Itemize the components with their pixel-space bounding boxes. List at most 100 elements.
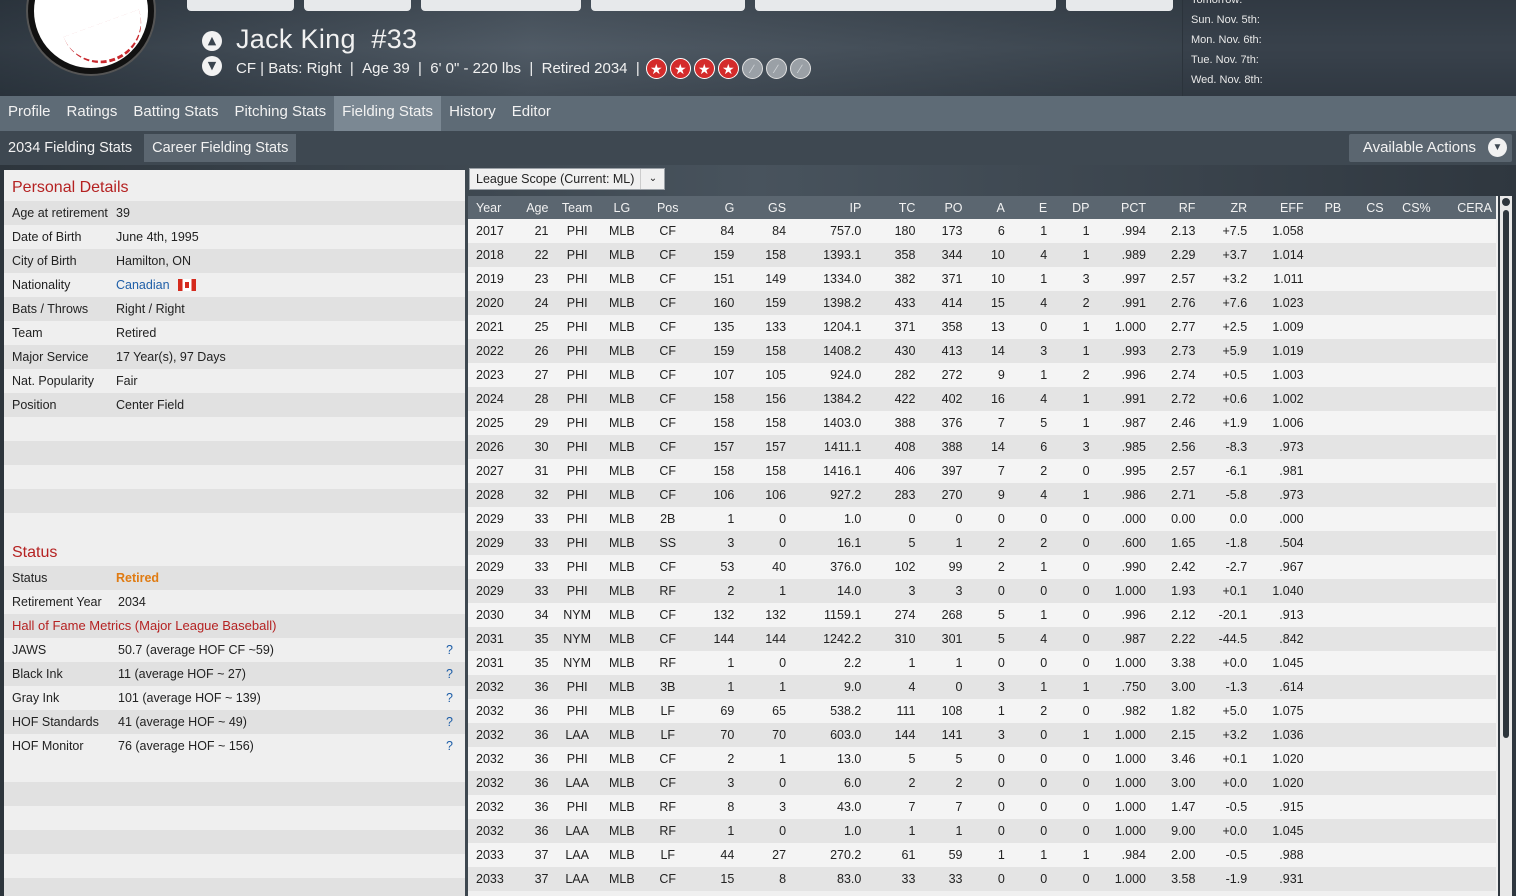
column-header-lg[interactable]: LG <box>613 200 631 215</box>
table-row[interactable]: 2031 35 NYM MLB RF 1 0 2.2 1 1 0 0 0 1.000 3.38 +0.0 1.0… <box>468 651 1496 675</box>
tab-fielding-stats[interactable]: Fielding Stats <box>334 96 442 131</box>
table-row[interactable]: 2023 27 PHI MLB CF 107 105 924.0 282 272 9 1 2 .996 2.… <box>468 363 1496 387</box>
help-icon[interactable]: ? <box>446 691 453 705</box>
column-header-cera[interactable]: CERA <box>1457 200 1492 215</box>
table-row[interactable]: 2032 36 LAA MLB CF 3 0 6.0 2 2 0 0 0 1.000 3.00 +0.0 1.0… <box>468 771 1496 795</box>
table-row[interactable]: 2027 31 PHI MLB CF 158 158 1416.1 406 397 7 2 0 .995 2… <box>468 459 1496 483</box>
column-header-cs[interactable]: CS <box>1366 200 1384 215</box>
column-header-ip[interactable]: IP <box>849 200 862 215</box>
table-row[interactable]: 2018 22 PHI MLB CF 159 158 1393.1 358 344 10 4 1 .989… <box>468 243 1496 267</box>
table-row[interactable]: 2032 36 PHI MLB LF 69 65 538.2 111 108 1 2 0 .982 1.82… <box>468 699 1496 723</box>
table-scrollbar[interactable] <box>1500 196 1512 896</box>
column-header-pct[interactable]: PCT <box>1121 200 1146 215</box>
tab-career-fielding-stats[interactable]: Career Fielding Stats <box>144 134 297 162</box>
canada-flag-icon <box>177 279 196 291</box>
column-header-year[interactable]: Year <box>476 200 502 215</box>
table-row[interactable]: 2032 36 LAA MLB LF 70 70 603.0 144 141 3 0 1 1.000 2.1… <box>468 723 1496 747</box>
column-header-po[interactable]: PO <box>944 200 963 215</box>
column-header-pb[interactable]: PB <box>1324 200 1342 215</box>
scrollbar-thumb[interactable] <box>1503 210 1509 738</box>
previous-player-icon[interactable]: ▲ <box>202 31 222 51</box>
table-row[interactable]: 2031 35 NYM MLB CF 144 144 1242.2 310 301 5 4 0 .987 2… <box>468 627 1496 651</box>
table-cell <box>1345 339 1387 363</box>
column-header-rf[interactable]: RF <box>1178 200 1196 215</box>
help-icon[interactable]: ? <box>446 667 453 681</box>
table-row[interactable]: 2032 36 LAA MLB RF 1 0 1.0 1 1 0 0 0 1.000 9.00 +0.0 1.0… <box>468 819 1496 843</box>
table-cell: .993 <box>1121 344 1146 358</box>
league-scope-dropdown[interactable]: League Scope (Current: ML) ⌄ <box>469 168 666 190</box>
detail-value[interactable]: Canadian <box>116 278 170 292</box>
table-row[interactable]: 2033 37 LAA MLB LF 44 27 270.2 61 59 1 1 1 .984 2.00 -0… <box>468 843 1496 867</box>
table-row[interactable]: 2019 23 PHI MLB CF 151 149 1334.0 382 371 10 1 3 .997… <box>468 267 1496 291</box>
table-cell: .614 <box>1279 680 1304 694</box>
table-row[interactable]: 2029 33 PHI MLB 2B 1 0 1.0 0 0 0 0 0 .000 0.00 0.0 .000 <box>468 507 1496 531</box>
tab-profile[interactable]: Profile <box>8 103 51 120</box>
table-cell: -44.5 <box>1218 632 1248 646</box>
table-cell: 538.2 <box>830 704 862 718</box>
table-row[interactable]: 2026 30 PHI MLB CF 157 157 1411.1 408 388 14 6 3 .985… <box>468 435 1496 459</box>
table-row[interactable]: 2029 33 PHI MLB RF 2 1 14.0 3 3 0 0 0 1.000 1.93 +0.1 1.… <box>468 579 1496 603</box>
chevron-down-icon: ⌄ <box>640 169 664 189</box>
toolbar-button-2[interactable] <box>304 0 411 11</box>
column-header-team[interactable]: Team <box>561 200 593 215</box>
table-row[interactable]: 2029 33 PHI MLB SS 3 0 16.1 5 1 2 2 0 .600 1.65 -1.8 .50… <box>468 531 1496 555</box>
table-cell: 7 <box>908 800 916 814</box>
table-cell: .931 <box>1279 872 1304 886</box>
table-row[interactable]: 2028 32 PHI MLB CF 106 106 927.2 283 270 9 4 1 .986 2.… <box>468 483 1496 507</box>
toolbar-button-1[interactable] <box>187 0 294 11</box>
table-row[interactable]: 2033 37 LAA MLB CF 15 8 83.0 33 33 0 0 0 1.000 3.58 -1.… <box>468 867 1496 891</box>
table-cell: 1 <box>1082 224 1090 238</box>
help-icon[interactable]: ? <box>446 643 453 657</box>
column-header-age[interactable]: Age <box>526 200 549 215</box>
table-row[interactable]: 2020 24 PHI MLB CF 160 159 1398.2 433 414 15 4 2 .991… <box>468 291 1496 315</box>
column-header-zr[interactable]: ZR <box>1230 200 1248 215</box>
table-cell <box>1388 627 1435 651</box>
column-header-a[interactable]: A <box>996 200 1005 215</box>
tab-history[interactable]: History <box>449 103 496 120</box>
scroll-up-icon[interactable] <box>1502 198 1510 206</box>
help-icon[interactable]: ? <box>446 739 453 753</box>
team-select-dropdown[interactable] <box>755 0 1056 11</box>
table-cell: 397 <box>941 464 963 478</box>
column-header-cs-pct[interactable]: CS% <box>1402 200 1431 215</box>
table-cell: RF <box>659 800 677 814</box>
table-cell: 414 <box>941 296 963 310</box>
table-row[interactable]: 2024 28 PHI MLB CF 158 156 1384.2 422 402 16 4 1 .991… <box>468 387 1496 411</box>
column-header-tc[interactable]: TC <box>898 200 916 215</box>
column-header-pos[interactable]: Pos <box>656 200 679 215</box>
available-actions-button[interactable]: Available Actions ▼ <box>1348 134 1512 162</box>
tab-2034-fielding-stats[interactable]: 2034 Fielding Stats <box>8 140 133 156</box>
table-cell: 2032 <box>476 728 504 742</box>
next-player-icon[interactable]: ▼ <box>202 56 222 76</box>
table-cell: CF <box>659 752 677 766</box>
column-header-g[interactable]: G <box>724 200 735 215</box>
table-cell <box>1345 291 1387 315</box>
table-row[interactable]: 2022 26 PHI MLB CF 159 158 1408.2 430 413 14 3 1 .993… <box>468 339 1496 363</box>
table-row[interactable]: 2032 36 PHI MLB RF 8 3 43.0 7 7 0 0 0 1.000 1.47 -0.5 .9… <box>468 795 1496 819</box>
column-header-eff[interactable]: EFF <box>1280 200 1304 215</box>
tab-ratings[interactable]: Ratings <box>66 103 118 120</box>
toolbar-button-3[interactable] <box>421 0 581 11</box>
tab-editor[interactable]: Editor <box>511 103 551 120</box>
table-row[interactable]: 2021 25 PHI MLB CF 135 133 1204.1 371 358 13 0 1 1.00… <box>468 315 1496 339</box>
column-header-e[interactable]: E <box>1038 200 1048 215</box>
table-cell: 83.0 <box>837 872 862 886</box>
table-cell: 3 <box>1040 344 1048 358</box>
help-icon[interactable]: ? <box>446 715 453 729</box>
table-cell: 3 <box>727 776 735 790</box>
table-cell: PHI <box>566 800 588 814</box>
column-header-gs[interactable]: GS <box>768 200 787 215</box>
toolbar-button-4[interactable] <box>591 0 745 11</box>
tab-pitching-stats[interactable]: Pitching Stats <box>234 103 327 120</box>
table-row[interactable]: 2029 33 PHI MLB CF 53 40 376.0 102 99 2 1 0 .990 2.42 -… <box>468 555 1496 579</box>
table-row[interactable]: 2032 36 PHI MLB 3B 1 1 9.0 4 0 3 1 1 .750 3.00 -1.3 .614 <box>468 675 1496 699</box>
tab-batting-stats[interactable]: Batting Stats <box>133 103 219 120</box>
table-row[interactable]: 2017 21 PHI MLB CF 84 84 757.0 180 173 6 1 1 .994 2.13… <box>468 219 1496 243</box>
table-row[interactable]: 2030 34 NYM MLB CF 132 132 1159.1 274 268 5 1 0 .996 2… <box>468 603 1496 627</box>
table-cell: 2021 <box>476 320 504 334</box>
table-row[interactable]: 2032 36 PHI MLB CF 2 1 13.0 5 5 0 0 0 1.000 3.46 +0.1 1.… <box>468 747 1496 771</box>
column-header-dp[interactable]: DP <box>1072 200 1090 215</box>
table-cell: 36 <box>534 800 549 814</box>
table-row[interactable]: 2025 29 PHI MLB CF 158 158 1403.0 388 376 7 5 1 .987 2… <box>468 411 1496 435</box>
toolbar-button-5[interactable] <box>1066 0 1173 11</box>
